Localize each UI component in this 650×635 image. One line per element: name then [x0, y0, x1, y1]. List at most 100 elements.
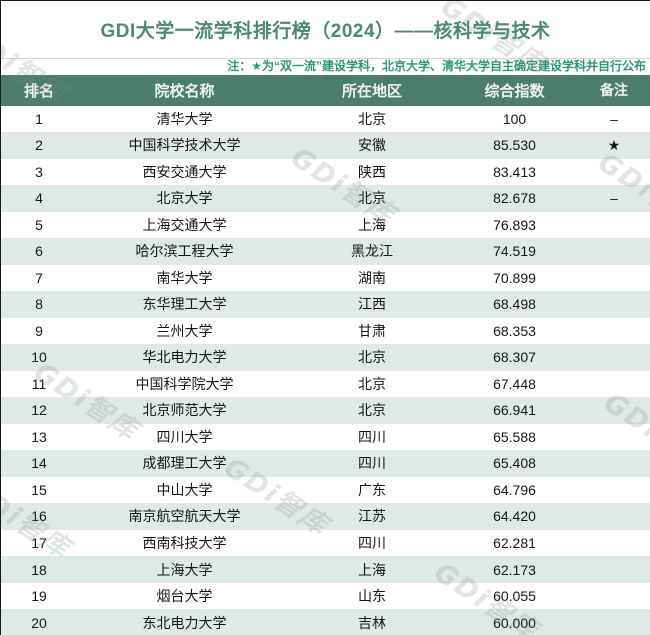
cell-name: 成都理工大学 [142, 455, 227, 472]
cell-score: 62.281 [493, 535, 536, 551]
cell-name: 北京大学 [156, 190, 213, 207]
col-header-score: 综合指数 [484, 82, 545, 100]
cell-name: 西安交通大学 [142, 163, 227, 180]
table-row: 5 上海交通大学 上海 76.893 [1, 211, 650, 239]
table-row: 4 北京大学 北京 82.678 – [1, 185, 650, 212]
cell-remark: – [610, 110, 618, 127]
cell-name: 北京师范大学 [142, 402, 227, 419]
cell-region: 江苏 [358, 508, 386, 525]
cell-score: 67.448 [493, 375, 536, 392]
table-row: 20 东北电力大学 吉林 60.000 [1, 609, 650, 635]
cell-region: 北京 [358, 190, 386, 207]
cell-score: 64.420 [493, 508, 536, 525]
cell-region: 北京 [358, 402, 386, 419]
footnote-text: 注：★为“双一流”建设学科，北京大学、清华大学自主确定建设学科并自行公布 [1, 58, 650, 75]
col-header-remark: 备注 [600, 82, 628, 99]
table-row: 1 清华大学 北京 100 – [1, 105, 650, 133]
table-row: 17 西南科技大学 四川 62.281 [1, 529, 650, 557]
cell-rank: 20 [31, 614, 47, 631]
cell-rank: 10 [31, 349, 47, 366]
cell-score: 65.588 [493, 428, 536, 445]
cell-name: 中国科学技术大学 [128, 137, 241, 154]
cell-name: 东北电力大学 [142, 614, 227, 631]
cell-name: 南华大学 [156, 269, 213, 286]
table-body: 1 清华大学 北京 100 – 2 中国科学技术大学 安徽 85.530 ★ 3… [1, 105, 650, 635]
cell-region: 黑龙江 [351, 243, 393, 260]
table-row: 19 烟台大学 山东 60.055 [1, 582, 650, 610]
cell-region: 山东 [358, 588, 386, 605]
cell-rank: 18 [31, 561, 47, 578]
cell-score: 68.498 [493, 296, 536, 313]
cell-region: 北京 [358, 110, 386, 127]
cell-name: 清华大学 [156, 110, 213, 127]
col-header-name: 院校名称 [154, 82, 215, 100]
table-row: 6 哈尔滨工程大学 黑龙江 74.519 [1, 238, 650, 265]
col-header-region: 所在地区 [341, 82, 402, 100]
cell-name: 上海大学 [156, 561, 213, 578]
cell-name: 兰州大学 [156, 322, 213, 339]
cell-name: 西南科技大学 [142, 535, 227, 551]
cell-region: 四川 [358, 428, 386, 445]
cell-region: 陕西 [358, 163, 386, 180]
cell-name: 东华理工大学 [142, 296, 227, 313]
cell-rank: 17 [31, 535, 47, 551]
cell-name: 上海交通大学 [142, 216, 227, 233]
page-title: GDI大学一流学科排行榜（2024）——核科学与技术 [100, 21, 551, 42]
cell-score: 60.000 [493, 614, 536, 631]
table-row: 7 南华大学 湖南 70.899 [1, 264, 650, 292]
cell-score: 83.413 [493, 163, 536, 180]
cell-score: 60.055 [493, 588, 536, 605]
table-row: 18 上海大学 上海 62.173 [1, 556, 650, 583]
cell-region: 吉林 [358, 614, 386, 631]
cell-region: 北京 [358, 349, 386, 366]
cell-score: 68.353 [493, 322, 536, 339]
cell-rank: 1 [35, 110, 43, 127]
cell-rank: 7 [35, 269, 43, 286]
cell-rank: 16 [31, 508, 47, 525]
cell-score: 76.893 [493, 216, 536, 233]
cell-region: 四川 [358, 455, 386, 472]
cell-rank: 4 [35, 190, 43, 207]
table-row: 15 中山大学 广东 64.796 [1, 476, 650, 504]
table-row: 14 成都理工大学 四川 65.408 [1, 450, 650, 477]
cell-score: 66.941 [493, 402, 536, 419]
cell-rank: 5 [35, 216, 43, 233]
table-row: 3 西安交通大学 陕西 83.413 [1, 158, 650, 186]
cell-region: 湖南 [358, 269, 386, 286]
cell-score: 65.408 [493, 455, 536, 472]
cell-remark: ★ [607, 136, 621, 153]
cell-rank: 9 [35, 322, 43, 339]
cell-rank: 6 [35, 243, 43, 260]
cell-rank: 19 [31, 588, 47, 605]
table-row: 10 华北电力大学 北京 68.307 [1, 344, 650, 371]
cell-region: 北京 [358, 375, 386, 392]
cell-name: 南京航空航天大学 [128, 508, 241, 525]
cell-score: 85.530 [493, 137, 536, 154]
cell-score: 74.519 [493, 243, 536, 260]
cell-rank: 15 [31, 481, 47, 498]
table-row: 13 四川大学 四川 65.588 [1, 423, 650, 451]
cell-region: 广东 [358, 481, 386, 498]
table-header-row: 排名 院校名称 所在地区 综合指数 备注 [1, 75, 650, 106]
cell-score: 70.899 [493, 269, 536, 286]
cell-rank: 3 [35, 163, 43, 180]
table-row: 12 北京师范大学 北京 66.941 [1, 397, 650, 424]
cell-remark: – [610, 190, 618, 207]
cell-name: 华北电力大学 [142, 349, 227, 366]
cell-region: 安徽 [358, 137, 386, 154]
cell-rank: 2 [35, 137, 43, 154]
cell-score: 68.307 [493, 349, 536, 366]
cell-name: 中山大学 [156, 481, 213, 498]
cell-region: 江西 [358, 296, 386, 313]
cell-name: 烟台大学 [156, 588, 213, 605]
cell-name: 四川大学 [156, 428, 213, 445]
cell-score: 64.796 [493, 481, 536, 498]
cell-region: 上海 [358, 561, 386, 578]
cell-rank: 8 [35, 296, 43, 313]
table-row: 9 兰州大学 甘肃 68.353 [1, 317, 650, 345]
table-row: 16 南京航空航天大学 江苏 64.420 [1, 503, 650, 530]
cell-rank: 14 [31, 455, 47, 472]
cell-score: 82.678 [493, 190, 536, 207]
cell-region: 甘肃 [358, 322, 386, 339]
